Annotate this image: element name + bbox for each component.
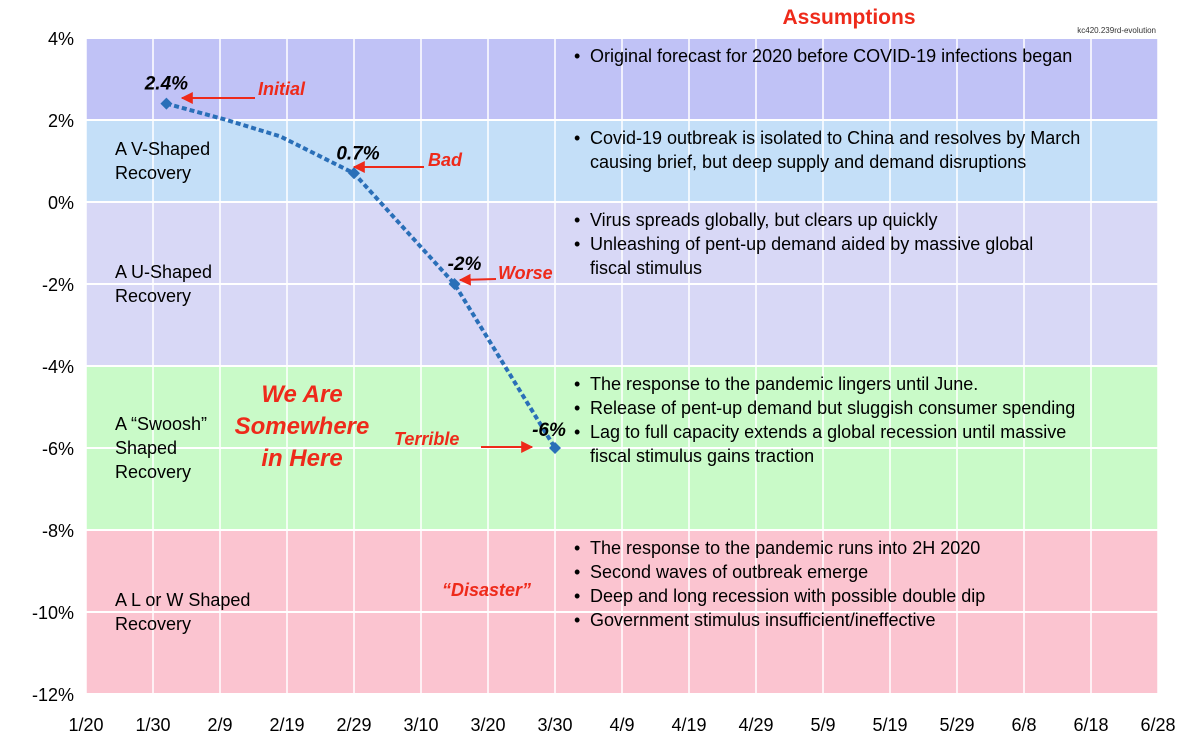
x-tick-label: 3/20 [470,715,505,735]
annotation-arrow [458,273,497,286]
forecast-point [160,97,173,110]
data-labels: 2.4% 0.7% -2% -6% [144,74,566,441]
bullet-glyph: • [574,538,580,558]
x-tick-label: 2/9 [207,715,232,735]
assumption-line: Unleashing of pent-up demand aided by ma… [590,234,1033,254]
assumption-line: Second waves of outbreak emerge [590,562,868,582]
forecast-series [160,97,561,454]
forecast-line [165,101,557,450]
scenario-label: A U-Shaped [115,262,212,282]
bullet-glyph: • [574,610,580,630]
assumption-line: Virus spreads globally, but clears up qu… [590,210,938,230]
scenario-label: Shaped [115,438,177,458]
bullet-glyph: • [574,210,580,230]
bullet-glyph: • [574,586,580,606]
assumption-line: Original forecast for 2020 before COVID-… [590,46,1072,66]
x-tick-label: 6/28 [1140,715,1175,735]
callout-text: We Are [261,381,342,408]
x-tick-label: 5/19 [872,715,907,735]
source-tag: kc420.239rd-evolution [1077,26,1156,35]
scenario-label: Recovery [115,614,191,634]
y-tick-label: -6% [42,439,74,459]
forecast-point [549,442,561,454]
chart-title: Assumptions [782,6,915,29]
annotation-label: Worse [498,263,553,283]
x-axis: 1/20 1/30 2/9 2/19 2/29 3/10 3/20 3/30 4/9 4/19 4/… [68,715,1175,735]
scenario-label: A “Swoosh” [115,414,207,434]
bullet-glyph: • [574,374,580,394]
x-tick-label: 4/29 [738,715,773,735]
assumption-line: Lag to full capacity extends a global re… [590,422,1066,442]
x-tick-label: 4/19 [671,715,706,735]
assumption-line: causing brief, but deep supply and deman… [590,152,1026,172]
x-tick-label: 5/9 [810,715,835,735]
y-tick-label: 4% [48,29,74,49]
x-tick-label: 2/19 [269,715,304,735]
data-label: -6% [532,420,566,441]
assumption-line: Covid-19 outbreak is isolated to China a… [590,128,1080,148]
annotation-label: Initial [258,79,306,99]
annotation-label: Terrible [394,429,459,449]
assumption-texts: • Original forecast for 2020 before COVID… [574,46,1080,630]
y-tick-label: -2% [42,275,74,295]
forecast-point [448,278,461,290]
bullet-glyph: • [574,422,580,442]
annotations: Initial Bad Worse Terrible “Disaster” We Are S… [180,79,553,600]
bullet-glyph: • [574,234,580,254]
y-tick-label: 2% [48,111,74,131]
callout-text: in Here [261,445,342,472]
y-axis: 4% 2% 0% -2% -4% -6% -8% -10% -12% [32,29,74,705]
y-tick-label: -12% [32,685,74,705]
scenario-label: Recovery [115,163,191,183]
scenario-labels: A V-Shaped Recovery A U-Shaped Recovery A “S… [115,139,250,634]
assumption-line: Deep and long recession with possible do… [590,586,985,606]
assumption-line: Government stimulus insufficient/ineffec… [590,610,936,630]
y-tick-label: 0% [48,193,74,213]
x-tick-label: 3/10 [403,715,438,735]
assumption-line: Release of pent-up demand but sluggish c… [590,398,1075,418]
x-tick-label: 2/29 [336,715,371,735]
scenario-label: A V-Shaped [115,139,210,159]
x-tick-label: 1/30 [135,715,170,735]
assumption-line: The response to the pandemic runs into 2… [590,538,980,558]
assumption-line: fiscal stimulus [590,258,702,278]
y-tick-label: -8% [42,521,74,541]
scenario-label: Recovery [115,462,191,482]
data-label: 0.7% [336,143,379,164]
x-tick-label: 3/30 [537,715,572,735]
annotation-label: “Disaster” [442,580,531,600]
x-tick-label: 4/9 [609,715,634,735]
bullet-glyph: • [574,398,580,418]
x-tick-label: 1/20 [68,715,103,735]
scenario-label: A L or W Shaped [115,590,250,610]
gridlines [85,37,1159,695]
data-label: -2% [448,254,482,275]
data-label: 2.4% [144,74,188,95]
callout-text: Somewhere [235,413,370,440]
x-tick-label: 5/29 [939,715,974,735]
bullet-glyph: • [574,562,580,582]
bullet-glyph: • [574,46,580,66]
scenario-label: Recovery [115,286,191,306]
x-tick-label: 6/8 [1011,715,1036,735]
assumption-line: The response to the pandemic lingers unt… [590,374,978,394]
y-tick-label: -10% [32,603,74,623]
assumption-line: fiscal stimulus gains traction [590,446,814,466]
bullet-glyph: • [574,128,580,148]
annotation-label: Bad [428,150,463,170]
y-tick-label: -4% [42,357,74,377]
x-tick-label: 6/18 [1073,715,1108,735]
